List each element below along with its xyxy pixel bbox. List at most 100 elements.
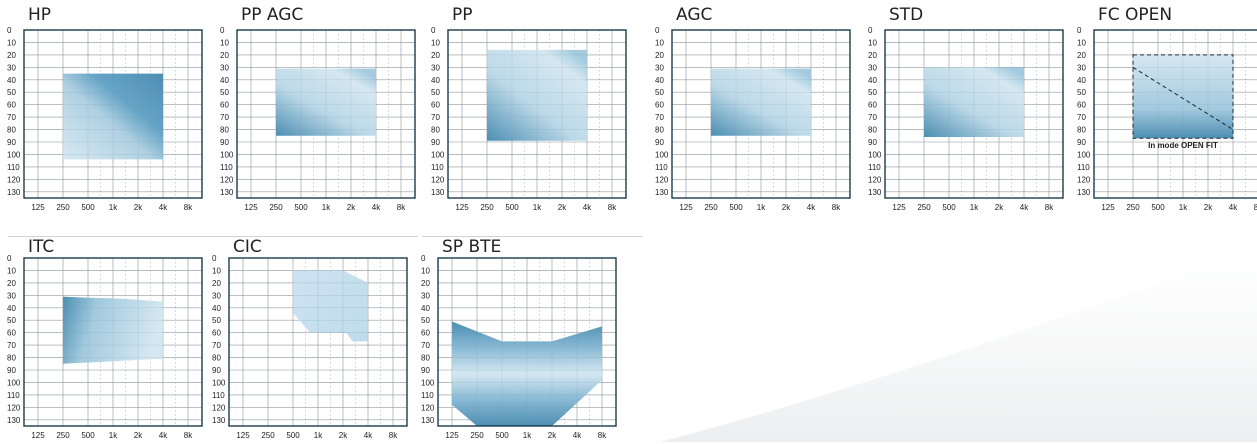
x-tick-label: 250 <box>261 431 275 440</box>
y-tick-label: 40 <box>421 304 430 313</box>
y-tick-label: 100 <box>431 150 445 159</box>
title-rule <box>422 236 642 237</box>
x-tick-label: 1k <box>970 203 979 212</box>
fitting-range-area <box>1133 54 1233 139</box>
x-tick-label: 125 <box>31 203 45 212</box>
x-tick-label: 1k <box>109 431 118 440</box>
chart-frame <box>23 257 203 427</box>
title-rule <box>213 236 418 237</box>
x-tick-label: 500 <box>505 203 519 212</box>
y-tick-label: 100 <box>212 378 226 387</box>
x-tick-label: 125 <box>1101 203 1115 212</box>
y-tick-label: 80 <box>212 354 221 363</box>
x-tick-label: 1k <box>533 203 542 212</box>
fitting-range-area <box>63 296 163 364</box>
y-tick-label: 40 <box>868 76 877 85</box>
y-tick-label: 90 <box>7 138 16 147</box>
y-tick-label: 100 <box>7 378 21 387</box>
y-tick-label: 70 <box>212 341 221 350</box>
audiogram-chart: 0 10 20 30 40 50 60 70 80 90 100 110 120 130 125 250 500… <box>431 26 627 212</box>
y-tick-label: 120 <box>655 175 669 184</box>
y-tick-label: 20 <box>1077 51 1086 60</box>
y-tick-label: 0 <box>868 26 873 35</box>
y-tick-label: 120 <box>1077 175 1091 184</box>
y-tick-label: 0 <box>431 26 436 35</box>
y-tick-label: 0 <box>212 254 217 263</box>
y-tick-label: 0 <box>7 26 12 35</box>
x-tick-label: 2k <box>548 431 557 440</box>
chart-frame <box>671 29 851 199</box>
title-rule <box>8 236 213 237</box>
y-tick-label: 40 <box>220 76 229 85</box>
y-tick-label: 0 <box>7 254 12 263</box>
y-tick-label: 130 <box>220 188 234 197</box>
x-tick-label: 250 <box>470 431 484 440</box>
x-tick-label: 1k <box>322 203 331 212</box>
y-tick-label: 110 <box>7 391 20 400</box>
y-tick-label: 30 <box>1077 63 1086 72</box>
audiogram-chart: 0 10 20 30 40 50 60 70 80 90 100 110 120 130 125 250 500… <box>7 254 203 440</box>
y-tick-label: 90 <box>1077 138 1086 147</box>
x-tick-label: 2k <box>134 431 143 440</box>
panel-title: CIC <box>233 237 262 257</box>
y-tick-label: 40 <box>431 76 440 85</box>
y-tick-label: 60 <box>431 101 440 110</box>
y-tick-label: 90 <box>655 138 664 147</box>
y-tick-label: 90 <box>868 138 877 147</box>
y-tick-label: 10 <box>212 266 221 275</box>
panel-title: SP BTE <box>442 237 502 257</box>
y-tick-label: 10 <box>431 38 440 47</box>
y-tick-label: 30 <box>7 291 16 300</box>
y-tick-label: 30 <box>212 291 221 300</box>
y-tick-label: 120 <box>421 403 435 412</box>
y-tick-label: 40 <box>1077 76 1086 85</box>
y-tick-label: 50 <box>220 88 229 97</box>
panel-title: HP <box>28 5 52 25</box>
y-tick-label: 60 <box>421 329 430 338</box>
x-tick-label: 500 <box>729 203 743 212</box>
y-tick-label: 50 <box>421 316 430 325</box>
y-tick-label: 100 <box>220 150 234 159</box>
y-tick-label: 10 <box>421 266 430 275</box>
y-tick-label: 60 <box>7 101 16 110</box>
x-tick-label: 8k <box>389 431 398 440</box>
x-tick-label: 8k <box>832 203 841 212</box>
x-tick-label: 8k <box>1045 203 1054 212</box>
x-tick-label: 8k <box>184 431 193 440</box>
y-tick-label: 10 <box>7 38 16 47</box>
panel-title: AGC <box>676 5 713 25</box>
x-tick-label: 2k <box>995 203 1004 212</box>
chart-frame <box>447 29 627 199</box>
y-tick-label: 40 <box>7 76 16 85</box>
x-tick-label: 125 <box>31 431 45 440</box>
x-tick-label: 1k <box>314 431 323 440</box>
y-tick-label: 90 <box>220 138 229 147</box>
y-tick-label: 120 <box>220 175 234 184</box>
y-tick-label: 20 <box>868 51 877 60</box>
y-tick-label: 10 <box>1077 38 1086 47</box>
y-tick-label: 70 <box>868 113 877 122</box>
x-tick-label: 2k <box>339 431 348 440</box>
y-tick-label: 20 <box>431 51 440 60</box>
dashed-box <box>1132 54 1234 139</box>
y-tick-label: 80 <box>7 126 16 135</box>
chart-frame <box>437 257 617 427</box>
y-tick-label: 50 <box>212 316 221 325</box>
fitting-range-area <box>293 270 368 342</box>
x-tick-label: 4k <box>364 431 373 440</box>
x-tick-label: 125 <box>244 203 258 212</box>
y-tick-label: 20 <box>655 51 664 60</box>
y-tick-label: 110 <box>431 163 444 172</box>
chart-frame <box>1093 29 1257 199</box>
x-tick-label: 2k <box>1204 203 1213 212</box>
y-tick-label: 80 <box>421 354 430 363</box>
fitting-range-area <box>452 321 602 426</box>
x-tick-label: 250 <box>480 203 494 212</box>
x-tick-label: 500 <box>495 431 509 440</box>
y-tick-label: 10 <box>655 38 664 47</box>
y-tick-label: 80 <box>220 126 229 135</box>
x-tick-label: 500 <box>81 431 95 440</box>
y-tick-label: 110 <box>421 391 434 400</box>
x-tick-label: 8k <box>184 203 193 212</box>
